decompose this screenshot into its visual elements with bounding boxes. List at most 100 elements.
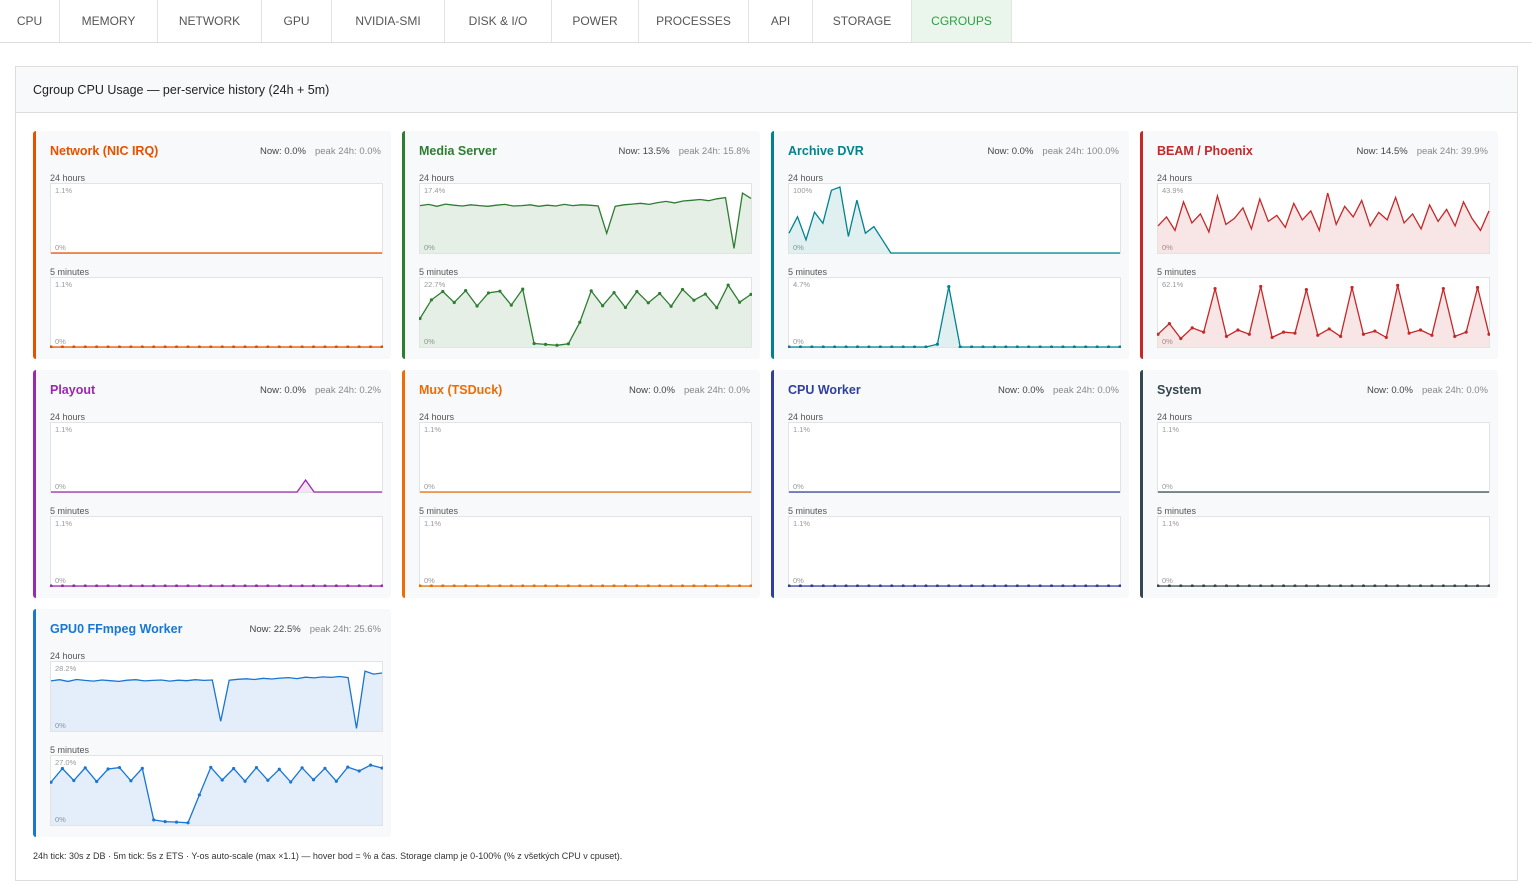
point bbox=[1027, 584, 1031, 587]
point bbox=[692, 584, 696, 587]
tab[interactable]: DISK & I/O bbox=[445, 0, 552, 42]
sparkline: 1.1% 0% bbox=[419, 516, 752, 587]
y-tick-label: 1.1% bbox=[55, 186, 72, 195]
now-value: Now: 13.5% bbox=[618, 146, 670, 157]
point bbox=[788, 584, 791, 587]
point bbox=[419, 316, 422, 321]
point bbox=[334, 345, 338, 348]
point bbox=[1259, 284, 1263, 289]
point bbox=[464, 584, 468, 587]
point bbox=[646, 301, 650, 305]
point bbox=[1430, 333, 1434, 337]
point bbox=[300, 584, 304, 587]
point bbox=[300, 345, 304, 348]
point bbox=[532, 341, 536, 346]
point bbox=[1118, 345, 1121, 348]
point bbox=[509, 303, 513, 307]
area bbox=[789, 187, 1120, 253]
point bbox=[867, 345, 871, 348]
y-tick-label: 1.1% bbox=[793, 519, 810, 528]
sparkline: 1.1% 0% bbox=[788, 516, 1121, 587]
stats: Now: 0.0% peak 24h: 0.0% bbox=[1367, 385, 1488, 396]
point bbox=[1464, 584, 1468, 587]
chart-box bbox=[419, 183, 752, 254]
y-tick-label: 0% bbox=[424, 243, 435, 252]
line bbox=[789, 286, 1120, 348]
chart-box bbox=[419, 277, 752, 348]
chart-box bbox=[1157, 183, 1490, 254]
chart-label: 24 hours bbox=[419, 173, 455, 183]
point bbox=[878, 345, 882, 348]
point bbox=[311, 778, 316, 782]
point bbox=[1084, 584, 1088, 587]
point bbox=[1213, 286, 1217, 291]
point bbox=[419, 584, 422, 587]
point bbox=[578, 320, 582, 324]
now-value: Now: 0.0% bbox=[260, 385, 306, 396]
point bbox=[1281, 330, 1286, 334]
point bbox=[140, 584, 144, 587]
point bbox=[209, 345, 213, 348]
point bbox=[749, 292, 752, 296]
point bbox=[935, 584, 939, 587]
point bbox=[1213, 584, 1217, 587]
tab[interactable]: POWER bbox=[552, 0, 639, 42]
peak-value: peak 24h: 0.0% bbox=[314, 146, 381, 157]
point bbox=[635, 584, 639, 587]
point bbox=[140, 766, 144, 770]
sparkline: 100% 0% bbox=[788, 183, 1121, 254]
tab[interactable]: GPU bbox=[262, 0, 332, 42]
point bbox=[798, 584, 803, 587]
point bbox=[878, 584, 882, 587]
point bbox=[464, 288, 468, 293]
point bbox=[232, 345, 236, 348]
point bbox=[209, 584, 213, 587]
point bbox=[1190, 584, 1194, 587]
point bbox=[658, 584, 662, 587]
tab[interactable]: CPU bbox=[0, 0, 60, 42]
stats: Now: 14.5% peak 24h: 39.9% bbox=[1356, 146, 1488, 157]
point bbox=[129, 584, 133, 587]
line bbox=[1157, 285, 1490, 340]
chart-box bbox=[50, 661, 383, 732]
tab[interactable]: MEMORY bbox=[60, 0, 158, 42]
point bbox=[1167, 322, 1172, 326]
tab[interactable]: PROCESSES bbox=[639, 0, 749, 42]
chart-label: 24 hours bbox=[50, 173, 86, 183]
tab[interactable]: NVIDIA-SMI bbox=[332, 0, 445, 42]
point bbox=[715, 306, 719, 310]
point bbox=[1304, 288, 1308, 292]
point bbox=[368, 763, 373, 767]
point bbox=[232, 766, 236, 771]
tab[interactable]: NETWORK bbox=[158, 0, 262, 42]
point bbox=[612, 584, 616, 587]
point bbox=[1430, 584, 1434, 587]
tab[interactable]: API bbox=[749, 0, 813, 42]
point bbox=[323, 766, 327, 770]
point bbox=[970, 584, 974, 587]
point bbox=[1157, 332, 1160, 336]
point bbox=[532, 584, 536, 587]
point bbox=[798, 345, 803, 348]
point bbox=[232, 584, 236, 587]
point bbox=[254, 584, 259, 587]
point bbox=[1407, 584, 1411, 587]
tab[interactable]: CGROUPS bbox=[912, 0, 1012, 42]
point bbox=[1190, 326, 1194, 330]
tab[interactable]: STORAGE bbox=[813, 0, 912, 42]
point bbox=[589, 289, 593, 293]
y-tick-label: 1.1% bbox=[55, 425, 72, 434]
point bbox=[83, 345, 87, 348]
point bbox=[601, 304, 605, 308]
y-tick-label: 17.4% bbox=[424, 186, 446, 195]
point bbox=[72, 584, 76, 587]
card: System Now: 0.0% peak 24h: 0.0% 24 hours 1.1… bbox=[1140, 370, 1498, 598]
point bbox=[323, 345, 327, 348]
point bbox=[958, 345, 962, 348]
point bbox=[912, 584, 917, 587]
point bbox=[509, 584, 513, 587]
point bbox=[266, 345, 270, 348]
now-value: Now: 0.0% bbox=[260, 146, 306, 157]
stats: Now: 0.0% peak 24h: 0.2% bbox=[260, 385, 381, 396]
point bbox=[72, 778, 76, 783]
